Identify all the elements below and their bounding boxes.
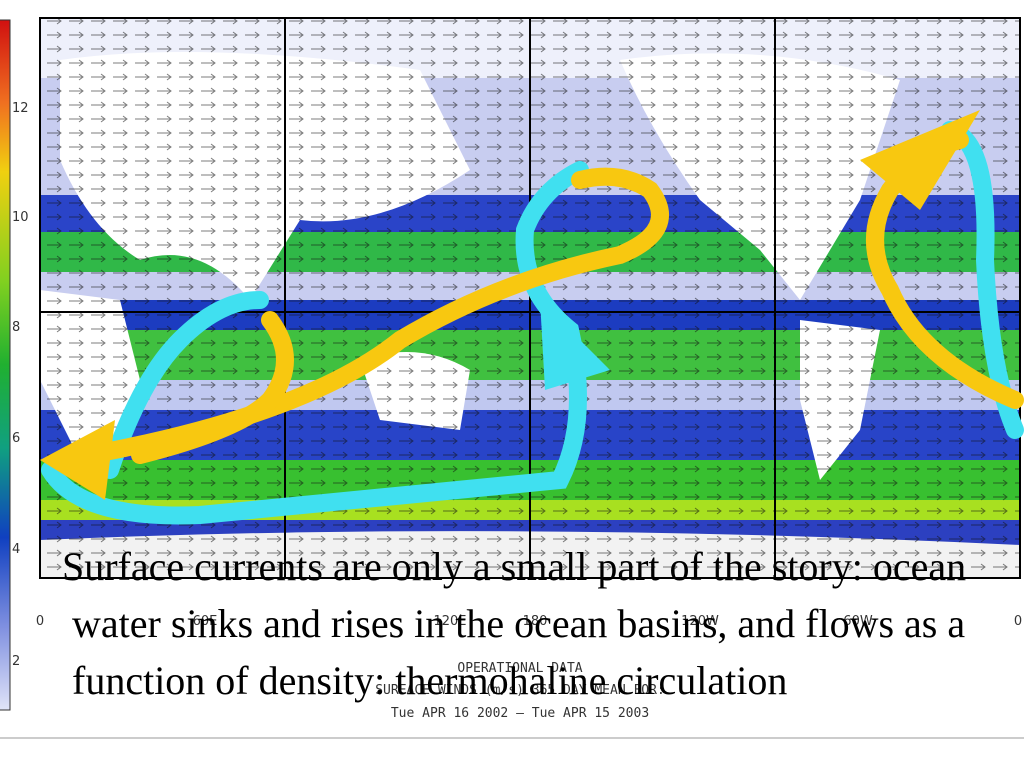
arrow-heads (40, 110, 980, 500)
slide-text: Surface currents are only a small part o… (62, 544, 967, 703)
lon-label: 60E (193, 614, 218, 629)
colorbar-tick-label: 8 (12, 320, 20, 335)
colorbar-tick-label: 2 (12, 654, 20, 669)
map (39, 17, 1021, 579)
map-caption: SURFACE WINDS (m/s) 365 DAY MEAN FOR: (375, 683, 665, 698)
map-caption: OPERATIONAL DATA (457, 661, 582, 676)
lon-label: 120W (681, 614, 719, 629)
colorbar-tick-label: 10 (12, 210, 29, 225)
lon-label: 60W (843, 614, 873, 629)
lon-label: 0 (1014, 614, 1022, 629)
colorbar-tick-label: 4 (12, 542, 20, 557)
lon-label: 120E (433, 614, 466, 629)
lon-label: 180 (523, 614, 548, 629)
lon-label: 0 (36, 614, 44, 629)
map-caption: Tue APR 16 2002 – Tue APR 15 2003 (391, 706, 649, 721)
colorbar (0, 19, 11, 711)
colorbar-tick-label: 12 (12, 101, 29, 116)
colorbar-tick-label: 6 (12, 431, 20, 446)
